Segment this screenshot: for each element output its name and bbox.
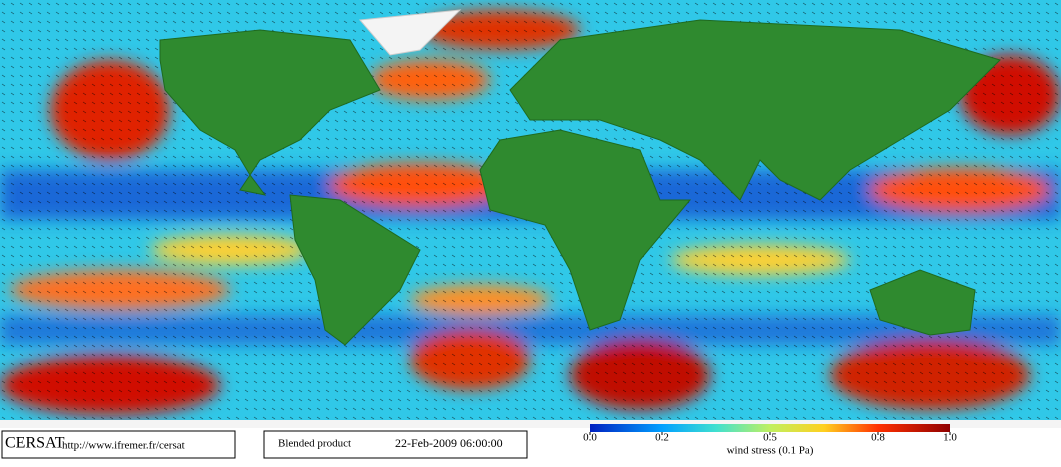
product: Blended product [278,438,351,450]
colorbar-tick-label: 0.5 [763,432,777,444]
north-america [159,29,381,196]
colorbar-tick-label: 0.2 [655,432,669,444]
colorbar-tick-label: 1.0 [943,432,957,444]
colorbar-label: wind stress (0.1 Pa) [727,445,814,457]
logo: CERSAT [5,435,65,452]
land [0,9,1061,430]
colorbar [590,424,950,432]
logo-box [1,430,236,459]
eurasia [509,19,1001,201]
timestamp: 22-Feb-2009 06:00:00 [395,436,503,450]
africa [479,129,692,331]
australia [869,269,976,336]
greenland [358,9,462,56]
south-america [289,194,421,346]
info-box [263,430,528,459]
colorbar-tick-label: 0.8 [871,432,885,444]
antarctica [0,420,1061,430]
colorbar-tick-label: 0.0 [583,432,597,444]
url: http://www.ifremer.fr/cersat [62,440,185,452]
